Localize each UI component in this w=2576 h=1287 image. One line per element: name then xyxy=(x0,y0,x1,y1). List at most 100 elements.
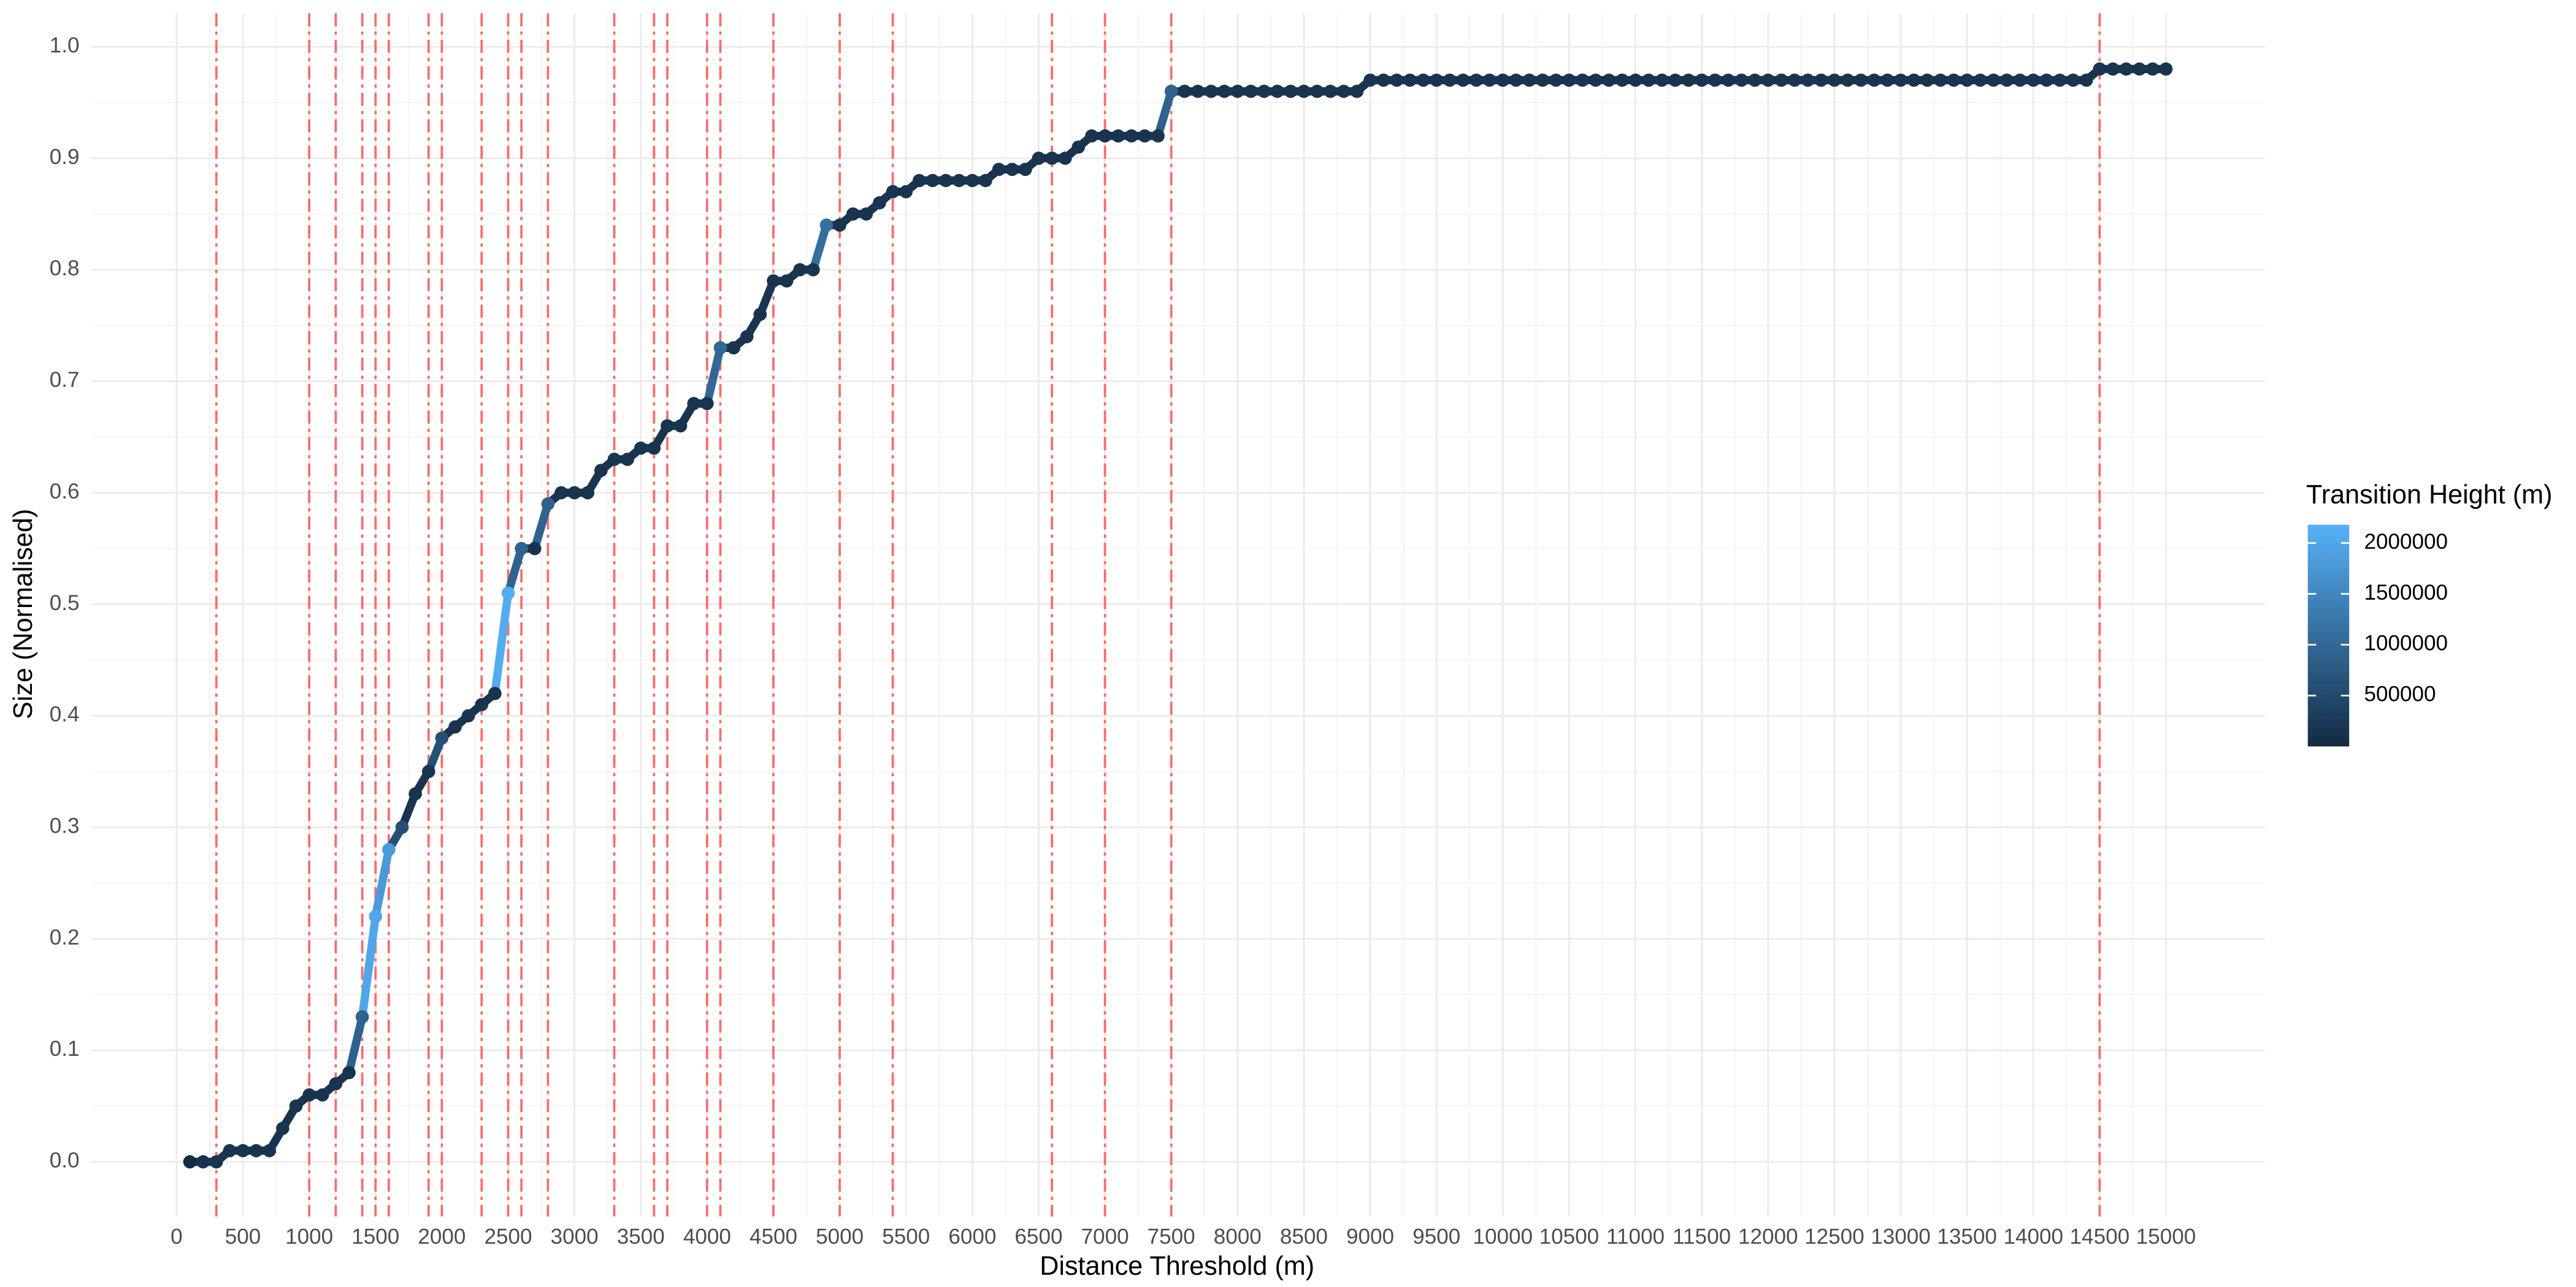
point xyxy=(952,174,966,188)
x-tick-label: 7500 xyxy=(1148,1224,1195,1248)
point xyxy=(2053,73,2067,87)
point xyxy=(1470,73,1483,87)
point xyxy=(302,1088,316,1102)
point xyxy=(1482,73,1497,87)
x-tick-label: 10000 xyxy=(1473,1224,1533,1248)
point xyxy=(1284,85,1298,98)
point xyxy=(1164,85,1178,98)
point xyxy=(965,174,979,188)
point xyxy=(753,307,767,321)
point xyxy=(1748,73,1761,87)
x-tick-label: 2000 xyxy=(418,1224,466,1248)
point xyxy=(1456,73,1470,87)
point xyxy=(1138,129,1152,143)
legend-label: 1500000 xyxy=(2364,581,2448,605)
point xyxy=(979,174,992,188)
legend-title: Transition Height (m) xyxy=(2306,480,2552,510)
point xyxy=(448,720,462,734)
point xyxy=(210,1155,223,1169)
point xyxy=(2106,62,2120,76)
point xyxy=(1443,73,1457,87)
point xyxy=(1376,73,1390,87)
x-tick-label: 12000 xyxy=(1738,1224,1798,1248)
x-tick-label: 10500 xyxy=(1539,1224,1600,1248)
point xyxy=(2159,62,2173,76)
y-tick-label: 0.7 xyxy=(50,368,80,392)
x-tick-label: 11000 xyxy=(1606,1224,1665,1248)
point xyxy=(408,787,422,801)
point xyxy=(886,185,900,199)
point xyxy=(727,341,740,355)
point xyxy=(1682,73,1695,87)
point xyxy=(873,196,886,210)
point xyxy=(1297,85,1311,98)
point xyxy=(1655,73,1669,87)
x-tick-label: 500 xyxy=(225,1224,261,1248)
point xyxy=(1496,73,1510,87)
x-tick-label: 4500 xyxy=(749,1224,797,1248)
point xyxy=(1761,73,1775,87)
x-tick-label: 1500 xyxy=(351,1224,399,1248)
point xyxy=(1562,73,1576,87)
point xyxy=(461,709,475,723)
point xyxy=(621,453,634,466)
point xyxy=(1032,151,1046,165)
point xyxy=(1642,73,1655,87)
point xyxy=(1058,151,1072,165)
point xyxy=(2000,73,2014,87)
point xyxy=(2066,73,2080,87)
y-tick-label: 0.4 xyxy=(50,703,80,727)
point xyxy=(939,174,953,188)
x-tick-label: 11500 xyxy=(1673,1224,1731,1248)
line-segment xyxy=(531,500,553,553)
point xyxy=(1509,73,1523,87)
point xyxy=(1324,85,1337,98)
x-tick-label: 4000 xyxy=(683,1224,731,1248)
point xyxy=(1947,73,1961,87)
point xyxy=(1668,73,1682,87)
point xyxy=(780,274,794,288)
point xyxy=(1191,85,1205,98)
point xyxy=(1310,85,1324,98)
point xyxy=(1602,73,1616,87)
y-axis-title: Size (Normalised) xyxy=(9,509,38,719)
point xyxy=(223,1144,237,1158)
point xyxy=(488,687,502,700)
point xyxy=(2146,62,2160,76)
point xyxy=(475,698,489,712)
x-tick-label: 5500 xyxy=(882,1224,930,1248)
point xyxy=(2040,73,2053,87)
point xyxy=(355,1010,369,1024)
point xyxy=(1085,129,1098,143)
point xyxy=(1722,73,1735,87)
x-tick-label: 9500 xyxy=(1413,1224,1460,1248)
point xyxy=(2013,73,2027,87)
point xyxy=(1841,73,1855,87)
x-tick-label: 15000 xyxy=(2136,1224,2196,1248)
x-tick-label: 9000 xyxy=(1346,1224,1394,1248)
point xyxy=(1390,73,1404,87)
point xyxy=(382,842,396,857)
point xyxy=(807,263,820,277)
point xyxy=(1270,85,1284,98)
point xyxy=(501,586,515,600)
colorbar xyxy=(2307,524,2350,747)
legend-label: 1000000 xyxy=(2364,632,2448,655)
line-segment xyxy=(809,221,831,274)
point xyxy=(1217,85,1231,98)
x-tick-label: 13500 xyxy=(1937,1224,1997,1248)
point xyxy=(1854,73,1868,87)
x-tick-label: 7000 xyxy=(1081,1224,1129,1248)
point xyxy=(1867,73,1881,87)
point xyxy=(1934,73,1947,87)
point xyxy=(1019,162,1032,177)
point xyxy=(1960,73,1974,87)
line-segment xyxy=(358,912,380,1022)
point xyxy=(395,820,409,834)
point xyxy=(1151,129,1165,143)
point xyxy=(607,453,621,466)
x-tick-label: 6000 xyxy=(948,1224,996,1248)
point xyxy=(554,486,568,500)
point xyxy=(1880,73,1895,87)
